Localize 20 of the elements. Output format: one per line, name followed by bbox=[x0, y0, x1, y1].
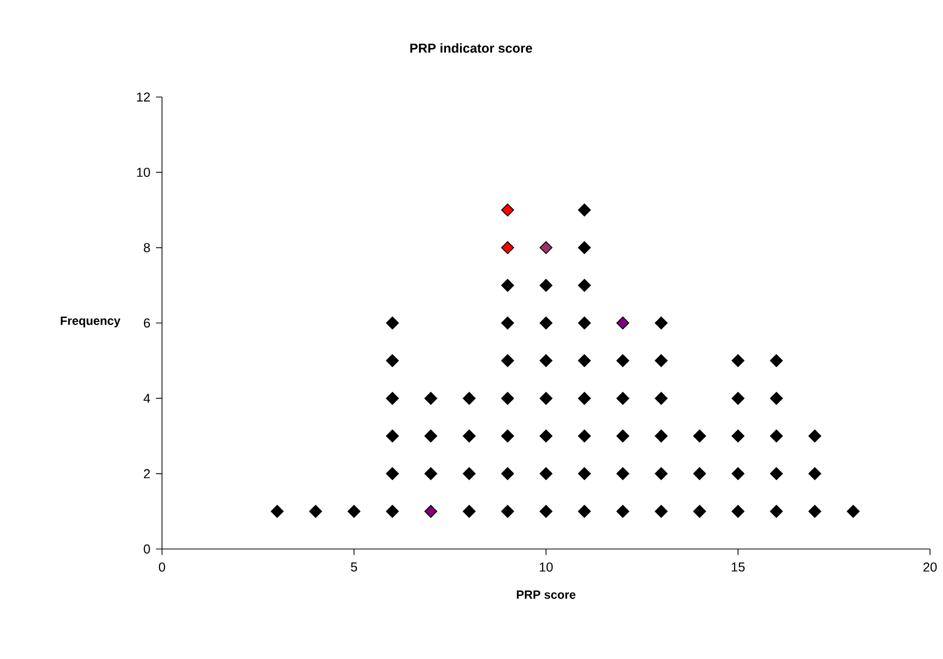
point bbox=[540, 241, 552, 254]
y-axis-title: Frequency bbox=[60, 316, 120, 328]
x-tick-label: 5 bbox=[350, 562, 358, 572]
point bbox=[616, 316, 630, 330]
y-tick-label: 8 bbox=[144, 243, 150, 252]
y-tick-label: 2 bbox=[144, 469, 150, 478]
y-tick-label: 0 bbox=[144, 544, 150, 554]
x-tick-label: 15 bbox=[732, 562, 745, 572]
x-tick-label: 20 bbox=[923, 562, 937, 572]
x-axis-title: PRP score bbox=[516, 590, 576, 599]
point bbox=[501, 241, 514, 254]
y-tick-label: 4 bbox=[144, 394, 150, 403]
x-tick-label: 0 bbox=[158, 562, 166, 572]
chart-title: PRP indicator score bbox=[410, 43, 532, 53]
point bbox=[424, 504, 438, 518]
point bbox=[501, 204, 514, 216]
y-tick-label: 6 bbox=[144, 318, 150, 328]
y-tick-label: 12 bbox=[137, 92, 150, 102]
y-tick-label: 10 bbox=[137, 168, 150, 177]
x-tick-label: 10 bbox=[540, 562, 553, 572]
